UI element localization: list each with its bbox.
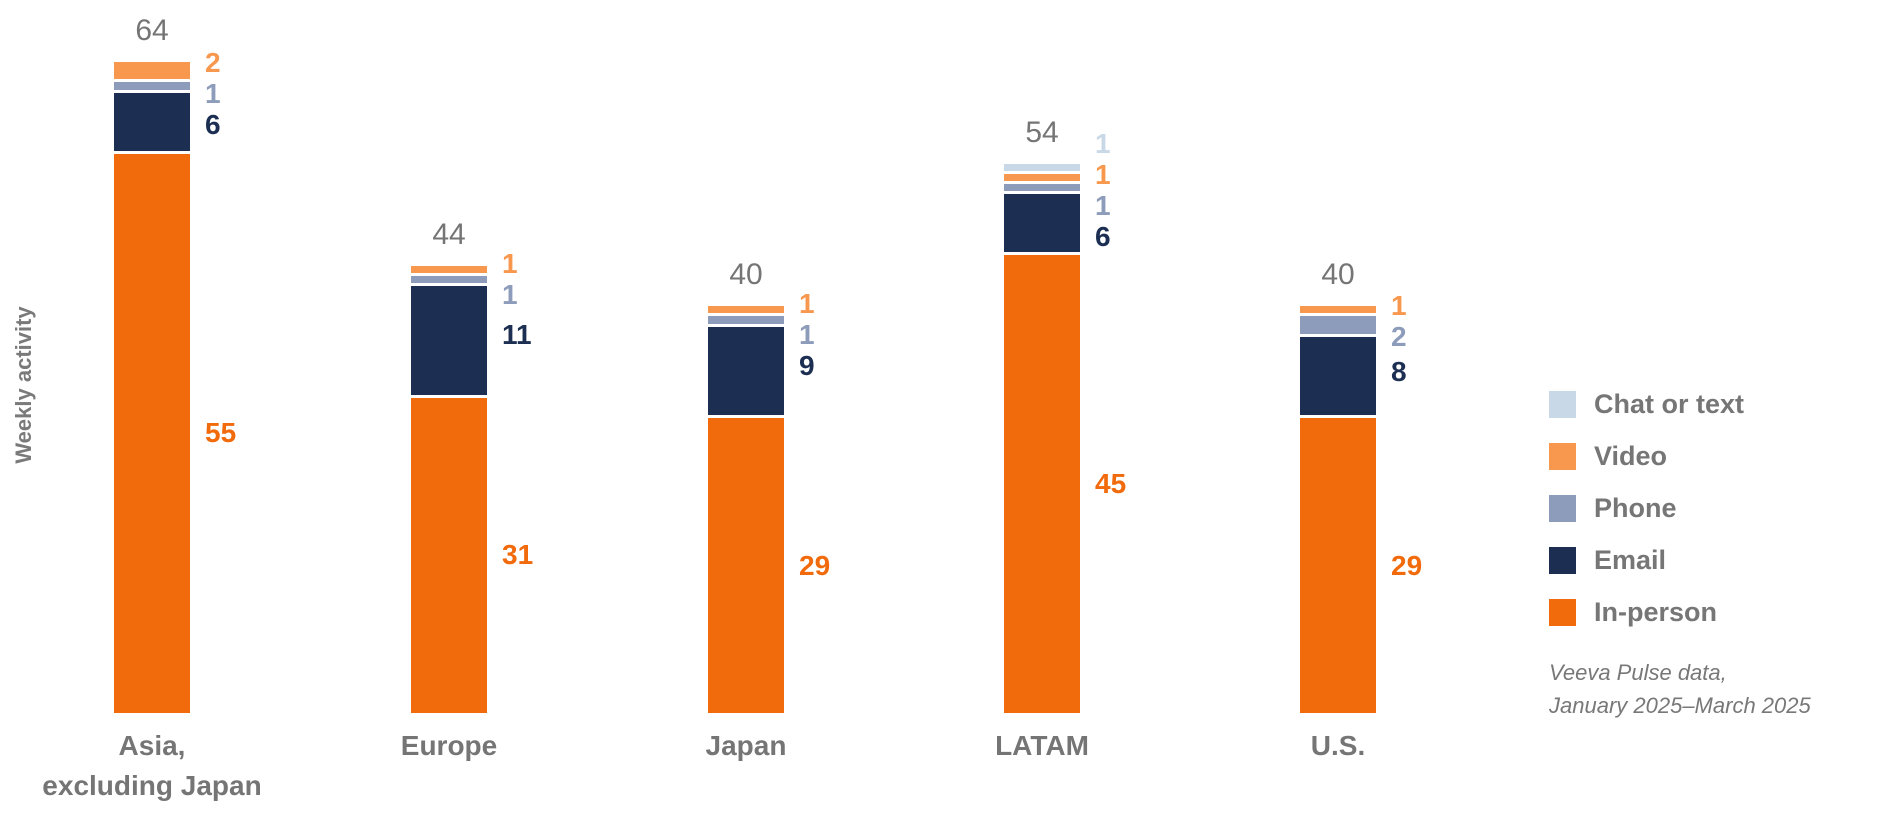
segment-phone [1300, 316, 1376, 337]
source-footnote: Veeva Pulse data, January 2025–March 202… [1549, 656, 1811, 722]
legend-swatch-chat-or-text [1549, 391, 1576, 418]
segment-value-label-email: 6 [205, 109, 221, 141]
legend-label: Email [1594, 545, 1667, 575]
segment-email [1004, 194, 1080, 256]
category-label-line: U.S. [1310, 730, 1366, 761]
legend-swatch-video [1549, 443, 1576, 470]
segment-value-label-phone: 1 [1095, 190, 1111, 222]
bar-total-label: 44 [432, 217, 466, 251]
footnote-line-2: January 2025–March 2025 [1549, 693, 1811, 718]
segment-video [708, 306, 784, 317]
segment-value-label-email: 9 [799, 350, 815, 381]
segment-phone [1004, 184, 1080, 195]
segment-value-label-in-person: 29 [799, 549, 831, 581]
segment-value-label-video: 1 [799, 288, 815, 319]
bar-total-label: 40 [729, 258, 763, 292]
segment-video [114, 62, 190, 83]
footnote-line-1: Veeva Pulse data, [1549, 660, 1727, 685]
segment-value-label-video: 1 [502, 247, 518, 279]
segment-value-label-in-person: 45 [1095, 468, 1127, 500]
segment-value-label-email: 6 [1095, 221, 1111, 253]
segment-video [1004, 173, 1080, 185]
segment-value-label-video: 1 [1391, 290, 1407, 322]
legend: Chat or text Video Phone Email In-person [1549, 389, 1745, 651]
category-label-latam: LATAM [872, 726, 1212, 766]
segment-video [411, 265, 487, 276]
segment-in-person [411, 397, 487, 713]
legend-swatch-in-person [1549, 599, 1576, 626]
legend-item-video: Video [1549, 441, 1744, 471]
segment-value-label-phone: 2 [1391, 321, 1407, 353]
legend-swatch-phone [1549, 495, 1576, 522]
segment-chat-or-text [1004, 163, 1080, 174]
category-label-line: LATAM [995, 730, 1089, 761]
legend-item-phone: Phone [1549, 493, 1744, 523]
legend-item-email: Email [1549, 545, 1744, 575]
segment-phone [114, 82, 190, 93]
segment-in-person [708, 418, 784, 713]
category-label-line: Japan [705, 730, 787, 761]
segment-value-label-in-person: 29 [1391, 549, 1423, 581]
category-label-u-s: U.S. [1168, 726, 1508, 766]
segment-email [114, 92, 190, 154]
bar-total-label: 40 [1321, 258, 1355, 292]
segment-in-person [1004, 255, 1080, 713]
category-label-japan: Japan [576, 726, 916, 766]
segment-phone [411, 275, 487, 286]
segment-value-label-email: 11 [502, 318, 532, 350]
y-axis-label: Weekly activity [11, 306, 36, 464]
category-label-line: excluding Japan [42, 770, 262, 801]
legend-label: Phone [1594, 493, 1677, 523]
category-label-asia-excluding-japan: Asia, excluding Japan [0, 726, 322, 806]
segment-value-label-video: 1 [1095, 159, 1111, 191]
category-label-europe: Europe [279, 726, 619, 766]
segment-value-label-chat-or-text: 1 [1095, 128, 1111, 160]
segment-value-label-phone: 1 [502, 278, 518, 310]
bar-total-label: 64 [135, 14, 169, 48]
bar-total-label: 54 [1025, 115, 1059, 149]
segment-in-person [114, 153, 190, 713]
category-label-line: Europe [400, 730, 498, 761]
legend-label: Video [1594, 441, 1668, 471]
legend-item-chat-or-text: Chat or text [1549, 389, 1745, 419]
segment-value-label-in-person: 31 [502, 539, 534, 571]
category-label-line: Asia, [118, 730, 186, 761]
legend-swatch-email [1549, 547, 1576, 574]
segment-video [1300, 306, 1376, 317]
segment-phone [708, 316, 784, 327]
segment-value-label-email: 8 [1391, 356, 1407, 388]
legend-label: In-person [1594, 597, 1718, 627]
segment-email [1300, 336, 1376, 419]
segment-value-label-in-person: 55 [205, 417, 237, 449]
legend-label: Chat or text [1594, 389, 1745, 419]
segment-email [708, 326, 784, 419]
segment-value-label-phone: 1 [799, 319, 815, 350]
legend-item-in-person: In-person [1549, 597, 1744, 627]
segment-value-label-phone: 1 [205, 78, 221, 110]
segment-value-label-video: 2 [205, 47, 221, 79]
segment-in-person [1300, 418, 1376, 713]
segment-email [411, 285, 487, 398]
